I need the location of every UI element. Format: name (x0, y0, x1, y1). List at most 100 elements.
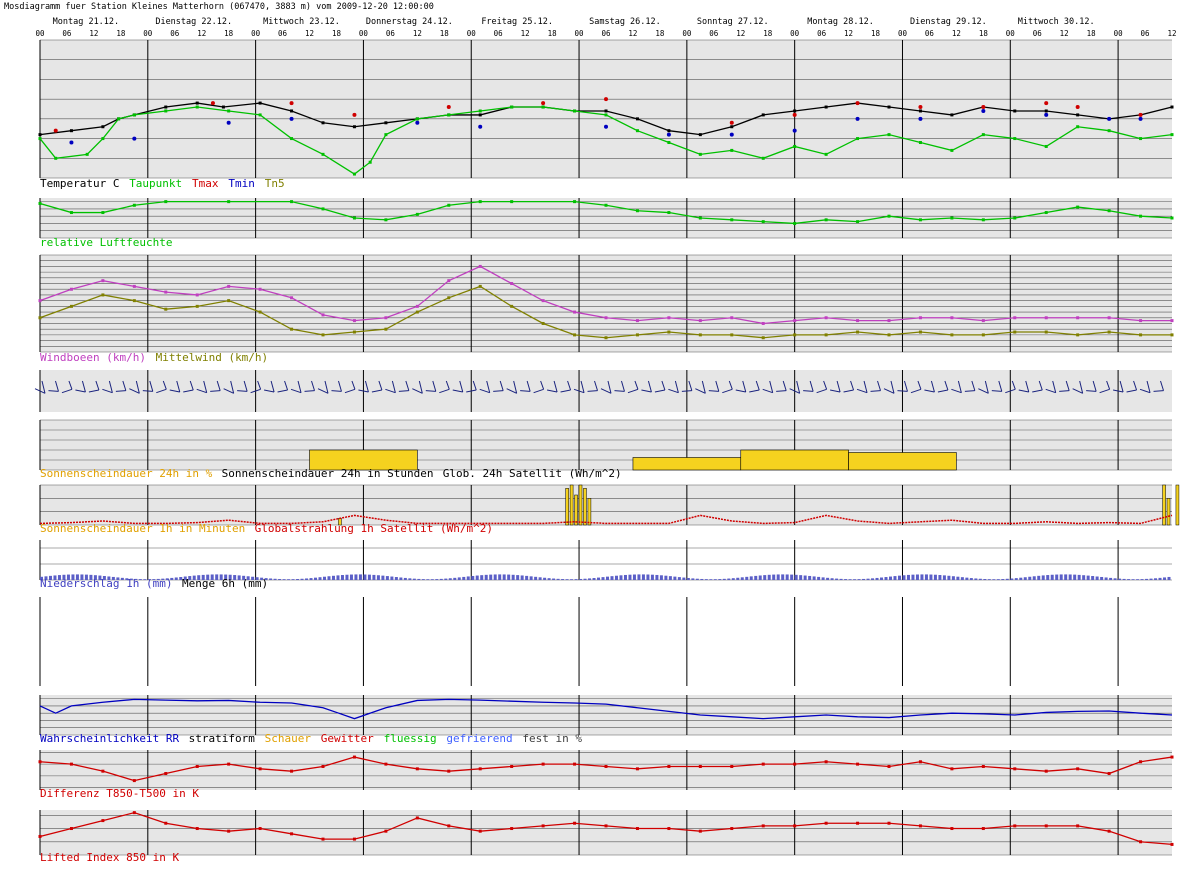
wind-barb (263, 389, 275, 393)
wind-series-point (384, 316, 388, 320)
wind-barb (290, 388, 302, 394)
wind-barb-flag (1092, 380, 1097, 392)
wind-barb (1072, 388, 1083, 394)
lifted-plot-area (40, 810, 1172, 855)
precip-bar (835, 578, 839, 580)
wind-barb-flag (378, 380, 383, 391)
wind-barb-flag (472, 380, 477, 391)
precip-label: Niederschlag 1h (mm) (40, 577, 172, 590)
wind-barb (964, 390, 975, 392)
temperature-series-point (221, 105, 225, 109)
wind-barb-flag (149, 380, 154, 392)
temperature-series-point (1076, 125, 1080, 129)
wind-barb (924, 389, 935, 393)
precip-bar (511, 574, 515, 580)
humidity-series-point (887, 214, 891, 218)
temperature-series-point (195, 105, 199, 109)
precip-bar (390, 576, 394, 580)
precip-bar (201, 574, 205, 580)
sunshine24-label: Sonnenscheindauer 24h in Stunden (222, 467, 434, 480)
wind-barb-flag (189, 380, 194, 391)
wind-barb (533, 388, 544, 394)
wind-barb-flag (782, 380, 787, 391)
temperature-series-point (761, 156, 765, 160)
precip-bar (704, 579, 708, 580)
precip-bar (727, 578, 731, 580)
tmax-marker (210, 101, 215, 106)
temperature-series-point (368, 160, 372, 164)
wind-series-point (824, 316, 828, 320)
tmax-marker (1044, 101, 1049, 106)
t850-series-point (478, 767, 482, 771)
hour-tick-label: 00 (35, 29, 45, 38)
precip-bar (632, 574, 636, 580)
precip-bar (623, 574, 627, 580)
wind-barb (304, 390, 315, 392)
temperature-series-point (635, 117, 639, 121)
lifted-series-point (1107, 829, 1111, 833)
precip-bar (475, 575, 479, 580)
precip-bar (296, 579, 300, 580)
precip-bar (255, 577, 259, 580)
wind-series-point (541, 321, 545, 325)
temperature-series-point (510, 105, 514, 109)
t850-series-point (573, 762, 577, 766)
precip-bar (691, 578, 695, 580)
lifted-series-point (69, 827, 73, 831)
wind-barb-flag (836, 380, 841, 393)
lifted-series-point (824, 821, 828, 825)
wind-series-point (447, 296, 451, 300)
wind-barb (978, 388, 989, 394)
precip-bar (844, 579, 848, 580)
hour-tick-label: 12 (521, 29, 530, 38)
precip-bar (98, 575, 102, 580)
wind-barb-flag (499, 380, 504, 391)
page-title: Mosdiagramm fuer Station Kleines Matterh… (4, 2, 434, 12)
lifted-series-point (730, 827, 734, 831)
precip-bar (116, 577, 120, 580)
temperature-series-point (258, 113, 262, 117)
wind-barb-flag (594, 380, 599, 391)
hour-tick-label: 18 (440, 29, 450, 38)
humidity-series-point (447, 203, 451, 207)
temperature-series-point (321, 121, 325, 125)
wind-barb (520, 390, 531, 392)
precip-bar (1028, 576, 1032, 580)
temperature-series-point (918, 109, 922, 113)
t850-series-point (541, 762, 545, 766)
precip-bar (1095, 576, 1099, 580)
precip-bar (480, 575, 484, 580)
precip-bar (906, 574, 910, 580)
precip-bar (358, 574, 362, 580)
probability-label: fluessig (384, 732, 437, 745)
precip-bar (1037, 575, 1041, 580)
wind-barb (600, 388, 612, 394)
wind-series-point (415, 304, 419, 308)
wind-barb-flag (728, 380, 733, 390)
wind-barb-flag (1038, 380, 1043, 391)
wind-barb (735, 389, 746, 393)
wind-barb (466, 389, 477, 393)
wind-series-point (730, 316, 734, 320)
day-label: Donnerstag 24.12. (366, 17, 453, 27)
lifted-series-point (290, 832, 294, 836)
lifted-series-point (195, 827, 199, 831)
precip-bar (179, 576, 183, 580)
t850-series-point (793, 762, 797, 766)
wind-barb (385, 388, 396, 394)
globalstrahlung-line (39, 514, 1173, 525)
precip-bar (682, 577, 686, 580)
t850-series-point (384, 762, 388, 766)
wind-series-point (195, 304, 199, 308)
lifted-series-point (793, 824, 797, 828)
precip-bar (260, 577, 264, 580)
wind-barb (425, 390, 436, 392)
hour-tick-label: 00 (251, 29, 261, 38)
hour-tick-label: 06 (386, 29, 396, 38)
wind-barb (371, 389, 383, 393)
wind-barb (843, 389, 854, 393)
wind-series-point (290, 327, 294, 331)
temperature-series-point (38, 133, 42, 137)
wind-barb-flag (1146, 380, 1151, 393)
hour-tick-label: 00 (467, 29, 477, 38)
